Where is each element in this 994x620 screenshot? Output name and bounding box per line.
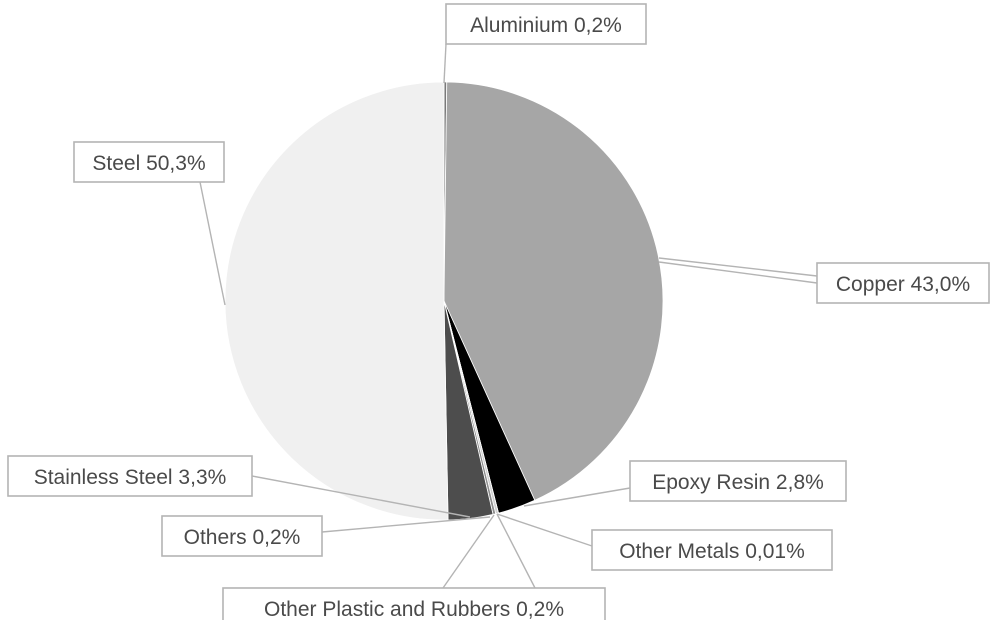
leader-line-aluminium	[443, 43, 447, 84]
leader-line-other-metals-extra	[496, 513, 536, 589]
label-steel: Steel 50,3%	[73, 141, 225, 183]
label-copper: Copper 43,0%	[816, 262, 990, 304]
pie-slice-steel	[224, 81, 449, 521]
leader-line-copper-2	[658, 261, 818, 284]
label-other-plastic-and-rubbers-text: Other Plastic and Rubbers 0,2%	[264, 598, 564, 620]
data-labels: Aluminium 0,2% Copper 43,0% Epoxy Resin …	[7, 3, 990, 620]
label-stainless-steel-text: Stainless Steel 3,3%	[34, 466, 227, 489]
label-stainless-steel: Stainless Steel 3,3%	[7, 455, 253, 497]
label-other-metals-text: Other Metals 0,01%	[619, 540, 805, 563]
leader-lines	[199, 43, 818, 589]
leader-line-steel	[199, 181, 226, 306]
label-others-text: Others 0,2%	[184, 526, 301, 549]
label-copper-text: Copper 43,0%	[836, 273, 970, 296]
label-other-plastic-and-rubbers: Other Plastic and Rubbers 0,2%	[222, 587, 606, 620]
leader-line-stainless-steel	[251, 475, 471, 518]
leader-line-copper	[658, 257, 818, 277]
label-epoxy-resin-text: Epoxy Resin 2,8%	[652, 471, 824, 494]
label-other-metals: Other Metals 0,01%	[591, 529, 833, 571]
pie-slices	[224, 81, 664, 521]
pie-slice-copper	[443, 81, 664, 501]
leader-line-epoxy-resin	[523, 487, 631, 507]
label-others: Others 0,2%	[161, 515, 323, 557]
label-aluminium: Aluminium 0,2%	[445, 3, 647, 45]
label-aluminium-text: Aluminium 0,2%	[470, 14, 622, 37]
label-epoxy-resin: Epoxy Resin 2,8%	[629, 460, 847, 502]
label-steel-text: Steel 50,3%	[92, 152, 205, 175]
leader-line-other-metals	[496, 513, 593, 547]
leader-line-other-plastic-and-rubbers	[442, 514, 495, 589]
leader-line-others	[321, 516, 491, 533]
